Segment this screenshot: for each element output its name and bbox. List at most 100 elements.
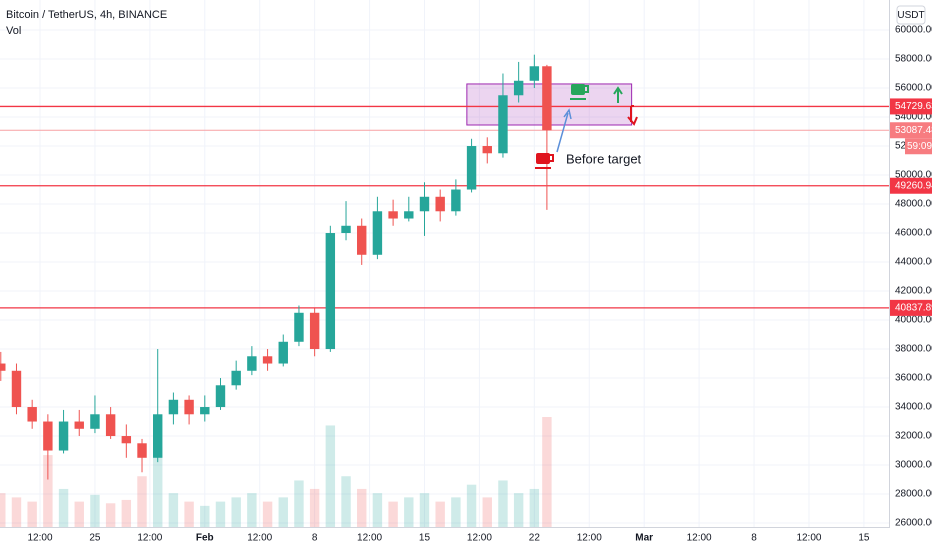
candle-body [262,356,273,364]
x-tick-label: Feb [196,533,214,544]
candle-body [542,66,552,131]
x-tick-label: 25 [89,533,101,544]
axes: 26000.00 28000.00 30000.00 32000.00 34000.00… [28,25,932,544]
cup-handle [583,85,589,93]
candle-body [43,421,53,451]
candle-body [153,414,163,458]
candle-body [90,414,100,429]
volume-bar [294,480,304,527]
level-label: 40837.89 [895,303,932,314]
y-tick-label: 44000.00 [895,257,932,268]
volume-bar [404,497,414,527]
cup-icon[interactable] [536,153,550,164]
candles-layer [0,54,552,480]
x-tick-label: 12:00 [28,533,53,544]
candle-body [341,225,351,234]
levels-layer [0,105,889,309]
level-label-box [890,177,932,194]
level-label-box [890,122,932,139]
candle-body [74,421,84,429]
volume-bar [388,501,398,527]
candle-body [309,312,320,350]
x-tick-label: 12:00 [467,533,492,544]
candle-body [215,385,226,408]
volume-bar [105,503,116,527]
currency-button[interactable] [896,5,926,25]
y-tick-label: 26000.00 [895,518,932,529]
price-labels: 54729.63 53087.48 49260.94 40837.89 59:09 [890,98,932,316]
candle-body [200,407,210,415]
volume-bar [215,501,226,527]
volume-bar [278,497,288,527]
currency-label: USDT [897,10,924,21]
candle-body [513,80,524,96]
y-tick-label: 38000.00 [895,344,932,355]
volume-bar [419,493,430,527]
candle-body [137,443,147,458]
volume-bar [184,501,194,527]
volume-bar [0,493,6,527]
volume-bar [121,499,132,527]
y-tick-label: 46000.00 [895,228,932,239]
candle-body [404,211,414,219]
candle-body [388,211,398,219]
x-tick-label: 12:00 [577,533,602,544]
x-tick-label: 12:00 [687,533,712,544]
cup-handle [548,154,554,162]
volume-bar [498,480,508,527]
cup-saucer [535,167,551,169]
candle-body [325,233,336,350]
candle-body [498,95,508,154]
volume-bar [153,446,163,527]
countdown-box [905,138,932,155]
candle-body [372,211,383,255]
x-tick-label: 12:00 [137,533,162,544]
y-tick-label: 48000.00 [895,199,932,210]
candle-body [168,399,179,415]
level-label: 53087.48 [895,125,932,136]
volume-label: Vol [6,25,21,37]
y-tick-label: 40000.00 [895,315,932,326]
x-tick-label: 8 [312,533,318,544]
volume-bar [200,505,210,527]
volume-bar [90,494,100,527]
x-tick-label: 15 [858,533,870,544]
volume-bar [341,476,351,527]
up-arrow-icon [613,86,623,103]
candle-body [11,370,22,408]
y-tick-label: 28000.00 [895,489,932,500]
candle-body [27,407,37,422]
annotation-arrow [556,108,572,153]
candle-body [466,146,477,190]
level-label: 54729.63 [895,101,932,112]
volume-bar [325,425,336,527]
candle-body [482,146,492,154]
y-tick-label: 30000.00 [895,460,932,471]
candle-body [105,414,116,437]
x-tick-label: 15 [419,533,431,544]
cup-icon[interactable] [571,84,585,95]
cup-saucer [570,98,586,100]
y-tick-label: 36000.00 [895,373,932,384]
candle-body [278,341,288,364]
volume-bar [43,455,53,527]
candle-body [294,312,304,342]
y-tick-label: 42000.00 [895,286,932,297]
volume-bar [27,501,37,527]
candle-body [435,196,445,212]
volume-bar [357,488,367,527]
volume-bar [451,497,461,527]
x-tick-label: 12:00 [796,533,821,544]
drawings: Before target [535,84,642,169]
x-tick-label: 12:00 [247,533,272,544]
level-label-box [890,299,932,316]
chart-title: Bitcoin / TetherUS, 4h, BINANCE [6,9,167,21]
volume-bar [74,501,84,527]
volume-bar [529,488,540,527]
volume-bar [466,484,477,527]
y-tick-label: 32000.00 [895,431,932,442]
candle-body [357,225,367,255]
